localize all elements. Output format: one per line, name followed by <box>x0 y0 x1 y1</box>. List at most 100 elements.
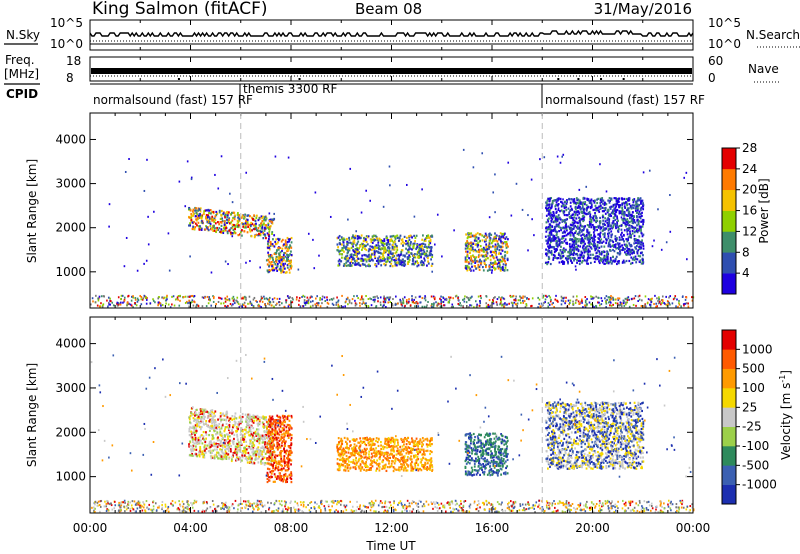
scatter-cell <box>616 215 618 218</box>
scatter-cell <box>594 235 597 238</box>
scatter-cell <box>684 302 686 305</box>
scatter-cell <box>641 510 643 513</box>
scatter-cell <box>262 237 265 240</box>
scatter-cell <box>337 510 339 513</box>
scatter-cell <box>198 213 201 216</box>
scatter-cell <box>553 199 556 202</box>
scatter-cell <box>558 244 561 247</box>
scatter-cell <box>562 297 565 300</box>
scatter-cell <box>548 303 551 306</box>
scatter-cell <box>231 235 234 238</box>
scatter-cell <box>255 227 258 231</box>
scatter-cell <box>427 234 430 237</box>
scatter-cell <box>636 228 638 231</box>
scatter-cell <box>626 218 629 221</box>
scatter-cell <box>603 232 606 235</box>
scatter-cell <box>391 239 394 242</box>
scatter-cell <box>578 505 580 508</box>
scatter-cell <box>634 238 637 241</box>
scatter-cell <box>190 214 193 217</box>
scatter-cell <box>627 214 630 218</box>
scatter-cell <box>484 258 487 261</box>
scatter-cell <box>633 204 636 207</box>
scatter-cell <box>265 224 268 227</box>
scatter-cell <box>384 301 387 304</box>
scatter-cell <box>337 236 340 239</box>
scatter-cell <box>478 268 481 271</box>
scatter-cell <box>353 253 356 256</box>
scatter-cell <box>492 298 494 301</box>
scatter-cell <box>591 508 593 511</box>
scatter-cell <box>511 304 514 307</box>
scatter-cell <box>346 254 349 257</box>
scatter-cell <box>275 257 277 260</box>
scatter-cell <box>629 234 632 237</box>
scatter-cell <box>494 235 497 238</box>
scatter-cell <box>422 252 424 255</box>
scatter-cell <box>605 254 608 257</box>
scatter-cell <box>488 305 491 308</box>
scatter-cell <box>267 302 269 305</box>
scatter-cell <box>552 234 555 237</box>
scatter-cell <box>398 263 401 266</box>
scatter-cell <box>612 298 615 301</box>
scatter-cell <box>417 261 419 265</box>
scatter-cell <box>120 504 123 507</box>
scatter-cell <box>352 234 354 237</box>
scatter-cell <box>398 261 401 264</box>
scatter-cell <box>529 507 531 510</box>
scatter-cell <box>466 240 469 243</box>
scatter-cell <box>142 501 144 504</box>
scatter-cell <box>403 503 406 506</box>
scatter-cell <box>381 257 384 261</box>
scatter-cell <box>195 305 197 308</box>
scatter-cell <box>285 271 288 274</box>
scatter-cell <box>197 221 200 224</box>
scatter-cell <box>224 304 226 307</box>
scatter-cell <box>597 233 600 236</box>
scatter-cell <box>552 216 555 219</box>
scatter-cell <box>380 240 383 244</box>
scatter-cell <box>223 223 226 226</box>
scatter-cell <box>157 302 160 305</box>
scatter-cell <box>284 239 287 242</box>
scatter-cell <box>583 215 586 218</box>
scatter-cell <box>584 237 587 240</box>
scatter-cell <box>220 209 223 213</box>
scatter-cell <box>165 296 168 299</box>
scatter-cell <box>599 220 602 223</box>
scatter-cell <box>276 265 279 268</box>
scatter-cell <box>394 263 397 266</box>
scatter-cell <box>323 296 326 299</box>
scatter-cell <box>162 297 165 300</box>
scatter-cell <box>569 201 572 204</box>
scatter-cell <box>606 501 609 504</box>
scatter-cell <box>627 507 630 510</box>
scatter-cell <box>510 301 513 304</box>
scatter-cell <box>629 249 632 252</box>
scatter-cell <box>551 218 554 221</box>
scatter-cell <box>562 237 565 240</box>
freq-dot <box>177 78 180 80</box>
scatter-cell <box>370 253 373 256</box>
scatter-cell <box>295 298 298 301</box>
scatter-cell <box>320 510 322 513</box>
scatter-cell <box>593 247 596 250</box>
scatter-cell <box>569 249 572 252</box>
scatter-cell <box>407 301 410 304</box>
scatter-cell <box>201 305 204 308</box>
cpid-segment-2: themis 3300 RF <box>243 82 337 96</box>
scatter-cell <box>490 242 493 245</box>
scatter-cell <box>561 155 563 158</box>
scatter-cell <box>688 510 691 513</box>
scatter-cell <box>592 253 594 256</box>
scatter-cell <box>640 240 643 244</box>
scatter-cell <box>378 245 381 248</box>
scatter-cell <box>543 301 545 304</box>
scatter-cell <box>559 248 562 252</box>
scatter-cell <box>349 262 352 265</box>
scatter-cell <box>220 224 223 227</box>
scatter-cell <box>550 249 553 253</box>
scatter-cell <box>129 507 132 510</box>
scatter-cell <box>356 235 359 238</box>
